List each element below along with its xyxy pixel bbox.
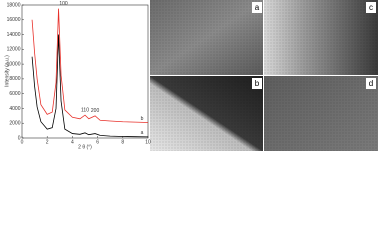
y-tick-label: 2000 [9,121,20,127]
panel-label: a [255,3,260,12]
x-axis-label: 2 θ (°) [78,144,92,150]
label-box [252,2,262,13]
y-tick-label: 16000 [7,17,21,23]
y-axis-label: Intensity (a.u.) [4,55,10,87]
data-line [31,34,149,138]
y-tick-label: 6000 [9,91,20,97]
y-tick-label: 14000 [7,32,21,38]
peak-label: 100 [59,1,68,7]
plot-frame [21,4,149,139]
panel-label: c [369,3,373,12]
x-tick-label: 10 [145,139,151,145]
label-box [366,78,376,89]
peak-label: 200 [91,108,100,114]
y-tick-label: 18000 [7,2,21,8]
tem-images: a c b d [150,0,378,151]
x-tick-label: 2 [46,139,49,145]
label-box [366,2,376,13]
series-label: a [141,130,144,136]
panel-label: b [255,79,260,88]
page: {"chart_data": {"type": "line", "x_label… [4,0,378,151]
y-tick-label: 10000 [7,61,21,67]
x-tick-label: 6 [96,139,99,145]
data-line [31,8,149,123]
x-tick-label: 4 [71,139,74,145]
x-tick-label: 0 [21,139,24,145]
y-tick-label: 12000 [7,47,21,53]
x-tick-label: 8 [121,139,124,145]
figure: 2 θ (°) Intensity (a.u.) a c b d 0200040… [4,0,378,151]
panel-label: d [369,79,373,88]
label-box [252,78,262,89]
y-tick-label: 8000 [9,76,20,82]
peak-label: 110 [81,107,89,113]
y-tick-label: 4000 [9,106,20,112]
series-label: b [141,116,144,122]
y-tick-label: 0 [18,135,21,141]
